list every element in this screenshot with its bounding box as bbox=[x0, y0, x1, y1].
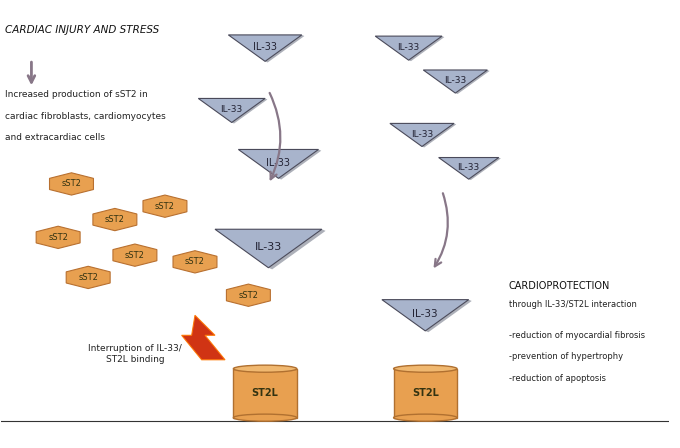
Polygon shape bbox=[269, 229, 326, 269]
Text: IL-33: IL-33 bbox=[220, 105, 243, 114]
Text: Interruption of IL-33/
ST2L binding: Interruption of IL-33/ ST2L binding bbox=[88, 344, 182, 364]
Polygon shape bbox=[226, 284, 271, 306]
Text: IL-33: IL-33 bbox=[255, 242, 282, 252]
Polygon shape bbox=[422, 123, 456, 147]
Text: sST2: sST2 bbox=[185, 257, 205, 267]
Polygon shape bbox=[409, 36, 444, 61]
Text: Increased production of sST2 in: Increased production of sST2 in bbox=[5, 90, 148, 99]
Text: IL-33: IL-33 bbox=[253, 42, 277, 52]
Ellipse shape bbox=[233, 414, 296, 421]
Polygon shape bbox=[50, 173, 93, 195]
Text: IL-33: IL-33 bbox=[398, 43, 420, 52]
Text: sST2: sST2 bbox=[78, 273, 98, 282]
Ellipse shape bbox=[233, 365, 296, 372]
Polygon shape bbox=[439, 158, 498, 179]
Polygon shape bbox=[173, 251, 217, 273]
Text: IL-33: IL-33 bbox=[413, 309, 438, 319]
Polygon shape bbox=[182, 315, 225, 360]
Text: through IL-33/ST2L interaction: through IL-33/ST2L interaction bbox=[509, 300, 636, 309]
Text: -reduction of apoptosis: -reduction of apoptosis bbox=[509, 374, 606, 383]
Text: IL-33: IL-33 bbox=[444, 76, 466, 85]
Polygon shape bbox=[113, 244, 157, 266]
Polygon shape bbox=[394, 369, 457, 418]
Polygon shape bbox=[228, 35, 302, 61]
Polygon shape bbox=[469, 158, 501, 180]
Text: IL-33: IL-33 bbox=[458, 163, 480, 172]
Polygon shape bbox=[425, 300, 472, 332]
Polygon shape bbox=[93, 208, 137, 231]
Text: sST2: sST2 bbox=[48, 233, 68, 242]
Text: sST2: sST2 bbox=[239, 291, 258, 300]
Ellipse shape bbox=[394, 365, 457, 372]
Text: and extracardiac cells: and extracardiac cells bbox=[5, 133, 105, 142]
Polygon shape bbox=[233, 369, 296, 418]
Text: -prevention of hypertrophy: -prevention of hypertrophy bbox=[509, 352, 623, 361]
Text: sST2: sST2 bbox=[62, 180, 82, 189]
Polygon shape bbox=[423, 70, 488, 93]
Text: sST2: sST2 bbox=[155, 202, 175, 211]
Polygon shape bbox=[199, 99, 265, 122]
Polygon shape bbox=[66, 266, 110, 289]
Polygon shape bbox=[278, 150, 321, 180]
Text: CARDIOPROTECTION: CARDIOPROTECTION bbox=[509, 281, 610, 291]
Polygon shape bbox=[375, 36, 442, 60]
Text: IL-33: IL-33 bbox=[267, 158, 290, 168]
Polygon shape bbox=[456, 70, 490, 94]
Polygon shape bbox=[143, 195, 187, 217]
Text: ST2L: ST2L bbox=[252, 388, 279, 398]
Text: -reduction of myocardial fibrosis: -reduction of myocardial fibrosis bbox=[509, 331, 645, 340]
Ellipse shape bbox=[394, 414, 457, 421]
Polygon shape bbox=[232, 99, 267, 124]
Polygon shape bbox=[239, 150, 318, 178]
Polygon shape bbox=[215, 229, 322, 268]
Text: IL-33: IL-33 bbox=[411, 130, 433, 139]
Text: cardiac fibroblasts, cardiomyocytes: cardiac fibroblasts, cardiomyocytes bbox=[5, 112, 165, 121]
Polygon shape bbox=[36, 226, 80, 249]
Polygon shape bbox=[390, 123, 454, 146]
Text: CARDIAC INJURY AND STRESS: CARDIAC INJURY AND STRESS bbox=[5, 26, 159, 35]
Text: sST2: sST2 bbox=[105, 215, 125, 224]
Text: ST2L: ST2L bbox=[412, 388, 439, 398]
Polygon shape bbox=[265, 35, 305, 62]
Polygon shape bbox=[382, 300, 469, 331]
Text: sST2: sST2 bbox=[125, 251, 145, 260]
